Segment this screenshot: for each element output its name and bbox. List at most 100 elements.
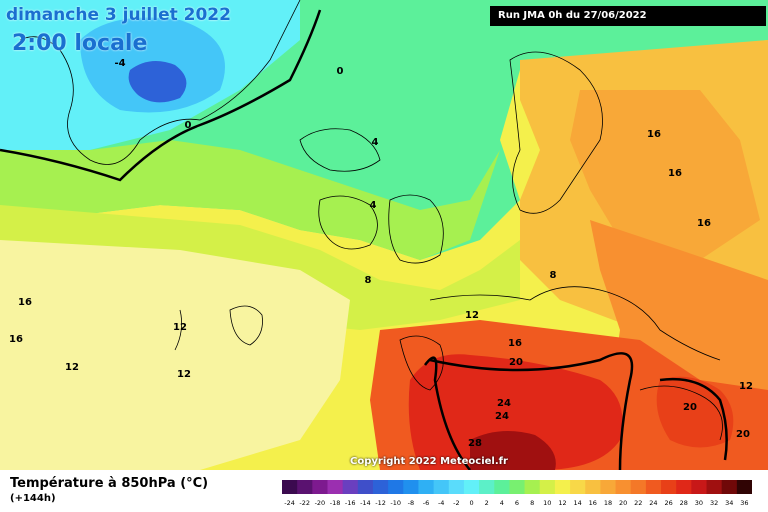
contour-label: 20 — [736, 429, 750, 440]
scale-swatch — [539, 480, 556, 494]
scale-tick-label: 24 — [649, 499, 657, 507]
run-info: Run JMA 0h du 27/06/2022 — [490, 6, 766, 26]
scale-tick-label: 34 — [725, 499, 733, 507]
scale-tick-label: -20 — [315, 499, 326, 507]
contour-label: 4 — [370, 200, 377, 211]
scale-swatch — [342, 480, 359, 494]
coastlines — [19, 0, 723, 441]
scale-tick-label: 30 — [695, 499, 703, 507]
contour-label: 16 — [647, 129, 661, 140]
scale-swatch — [630, 480, 647, 494]
scale-swatch — [721, 480, 738, 494]
scale-swatch — [297, 480, 313, 494]
scale-swatch — [676, 480, 692, 494]
lime-band — [0, 140, 500, 260]
scale-tick-label: -8 — [408, 499, 414, 507]
scale-tick-label: 20 — [619, 499, 627, 507]
core-cold-zone — [128, 61, 187, 103]
color-scale: -24 -22 -20 -18 -16 -14 -12 -10 -8 -6 -4 -2 0 2 4 6 8 10 1… — [282, 480, 752, 507]
scale-swatch — [479, 480, 495, 494]
contour-label: 20 — [509, 357, 523, 368]
scandinavia-orange — [570, 90, 760, 260]
contour-label: 16 — [508, 338, 522, 349]
scale-swatch — [691, 480, 707, 494]
scale-tick-label: -22 — [299, 499, 310, 507]
scale-tick-label: 18 — [604, 499, 612, 507]
scale-swatch — [282, 480, 298, 494]
scale-swatch — [403, 480, 419, 494]
scale-tick-label: -14 — [360, 499, 371, 507]
scale-tick-label: -6 — [423, 499, 429, 507]
forecast-time: 2:00 locale — [12, 31, 148, 56]
scale-swatch — [357, 480, 374, 494]
scale-swatch — [615, 480, 632, 494]
legend-bar: Température à 850hPa (°C) (+144h) -24 -22… — [0, 470, 768, 512]
pale-yellow-zone — [0, 240, 350, 470]
scale-swatch — [372, 480, 389, 494]
contour-label: 24 — [495, 411, 509, 422]
scale-tick-label: 14 — [574, 499, 582, 507]
contour-label: 16 — [697, 218, 711, 229]
scale-tick-label: -2 — [453, 499, 459, 507]
scale-swatch — [706, 480, 723, 494]
scale-tick-label: 4 — [500, 499, 504, 507]
map-title: Température à 850hPa (°C) — [10, 476, 209, 491]
contour-label: 12 — [465, 310, 479, 321]
scale-swatch — [554, 480, 571, 494]
contour-label: 28 — [468, 438, 482, 449]
contour-label: 24 — [497, 398, 511, 409]
scale-tick-label: -12 — [375, 499, 386, 507]
contour-label: 8 — [365, 275, 372, 286]
scale-tick-label: 22 — [634, 499, 642, 507]
scale-swatch — [570, 480, 586, 494]
scale-tick-label: 12 — [558, 499, 566, 507]
iberia-heat — [408, 354, 623, 470]
scale-tick-label: -24 — [284, 499, 295, 507]
scale-swatch — [661, 480, 677, 494]
contour-label: 8 — [550, 270, 557, 281]
scale-tick-label: -16 — [345, 499, 356, 507]
contour-labels: -4 0 0 4 4 8 8 12 12 12 12 12 16 16 16 1… — [9, 58, 753, 449]
scale-tick-label: 26 — [664, 499, 672, 507]
scale-swatch — [327, 480, 344, 494]
forecast-date: dimanche 3 juillet 2022 — [6, 5, 231, 25]
scale-tick-label: 10 — [543, 499, 551, 507]
temperature-map: -4 0 0 4 4 8 8 12 12 12 12 12 16 16 16 1… — [0, 0, 768, 470]
contour-label: 16 — [18, 297, 32, 308]
scale-tick-label: -10 — [390, 499, 401, 507]
contour-label: -4 — [114, 58, 125, 69]
scale-swatch — [645, 480, 662, 494]
lead-time: (+144h) — [10, 493, 56, 504]
contour-label: 12 — [173, 322, 187, 333]
scale-swatch — [418, 480, 435, 494]
contour-label: 12 — [177, 369, 191, 380]
scale-swatch — [494, 480, 510, 494]
scale-swatch — [433, 480, 450, 494]
scale-tick-label: -18 — [330, 499, 341, 507]
contour-label: 12 — [739, 381, 753, 392]
scale-swatch — [509, 480, 525, 494]
scale-tick-label: -4 — [438, 499, 444, 507]
scale-swatch — [463, 480, 480, 494]
scale-swatch — [388, 480, 404, 494]
scale-tick-label: 28 — [680, 499, 688, 507]
scale-swatch — [736, 480, 752, 494]
contour-label: 20 — [683, 402, 697, 413]
scale-swatch — [600, 480, 616, 494]
contour-label: 12 — [65, 362, 79, 373]
heat-core — [470, 431, 556, 470]
scale-swatch — [448, 480, 465, 494]
scale-tick-label: 6 — [515, 499, 519, 507]
contour-label: 0 — [337, 66, 344, 77]
scale-swatch — [524, 480, 541, 494]
scale-tick-label: 2 — [485, 499, 489, 507]
contour-label: 16 — [668, 168, 682, 179]
scale-tick-label: 32 — [710, 499, 718, 507]
contour-label: 0 — [185, 120, 192, 131]
scale-tick-label: 0 — [469, 499, 473, 507]
scale-tick-label: 36 — [740, 499, 748, 507]
contour-label: 4 — [372, 137, 379, 148]
scale-swatch — [312, 480, 328, 494]
contour-label: 16 — [9, 334, 23, 345]
bold-contours — [0, 9, 728, 470]
